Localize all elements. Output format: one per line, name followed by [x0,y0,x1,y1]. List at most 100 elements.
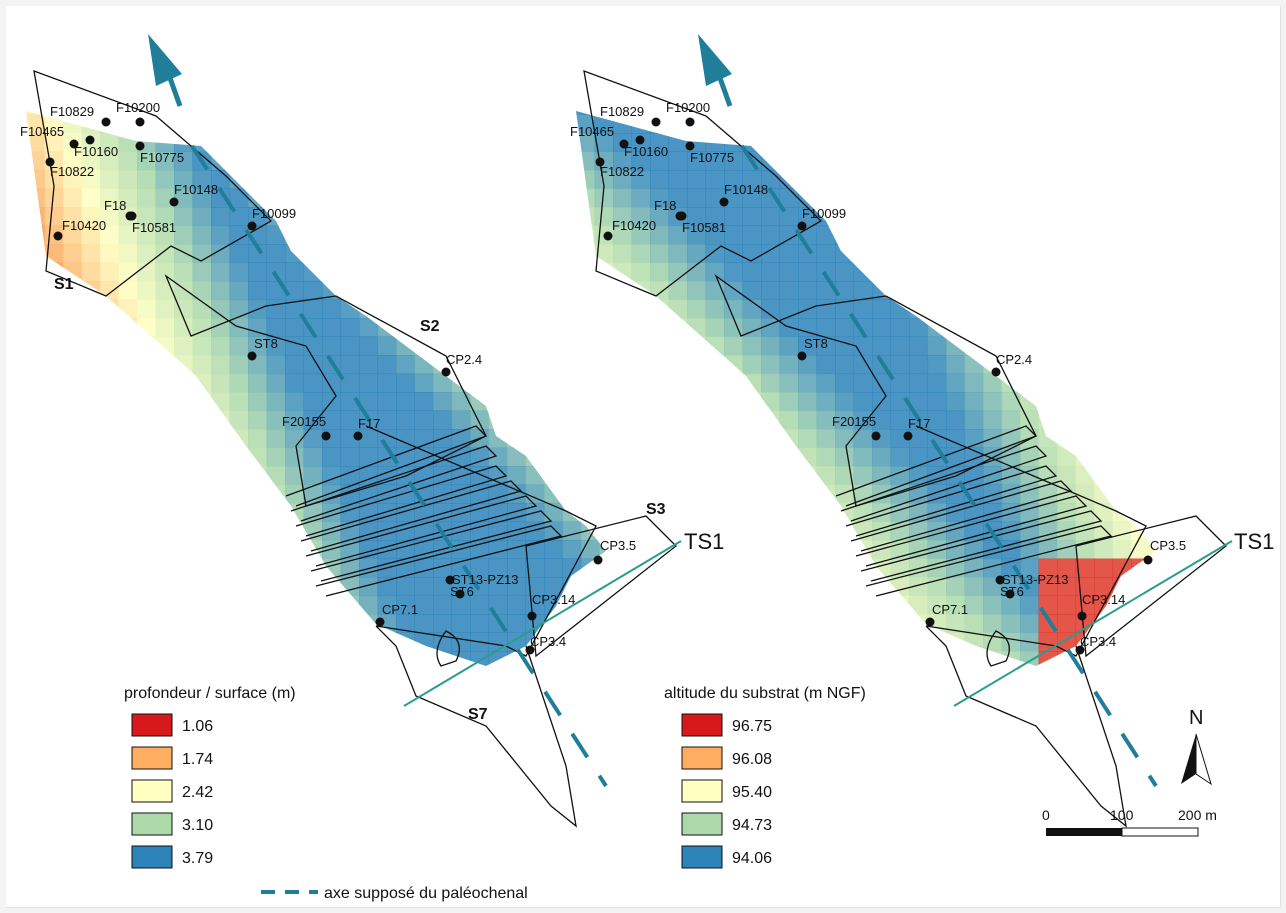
heat-cell [174,170,194,190]
heat-cell [562,558,582,578]
heat-cell [1168,577,1187,596]
heat-cell [853,355,873,375]
heat-cell [835,262,855,282]
heat-cell [118,651,138,666]
heat-cell [1149,392,1156,412]
heat-cell [872,170,892,190]
heat-cell [322,299,342,319]
heat-cell [1112,151,1132,171]
heat-cell [137,170,157,190]
heat-cell [835,133,855,153]
heat-cell [687,577,707,597]
heat-cell [507,577,527,597]
heat-cell [359,133,379,153]
heat-cell [340,614,360,634]
heat-cell [1131,392,1151,412]
heat-cell [44,503,64,523]
survey-point-label: CP3.14 [1082,592,1125,607]
heat-cell [229,447,249,467]
heat-cell [322,651,342,666]
heat-cell [1168,485,1187,504]
heat-cell [155,151,175,171]
heat-cell [1112,336,1132,356]
heat-cell [650,466,670,486]
heat-cell [229,262,249,282]
heat-cell [118,447,138,467]
heat-cell [396,225,416,245]
heat-cell [872,447,892,467]
heat-cell [100,188,120,208]
heat-cell [983,244,1003,264]
heat-cell [1001,244,1021,264]
heat-cell [192,355,212,375]
heat-cell [414,225,434,245]
heat-cell [340,299,360,319]
heat-cell [396,558,416,578]
heat-cell [211,111,231,116]
heat-cell [322,447,342,467]
heat-cell [576,503,596,523]
heat-cell [396,392,416,412]
heat-cell [248,133,268,153]
heat-cell [909,133,929,153]
heat-cell [470,151,490,171]
heat-cell [946,558,966,578]
heat-cell [63,577,83,597]
heat-cell [248,318,268,338]
zone-s2-outline [164,274,487,507]
heat-cell [742,188,762,208]
heat-cell [26,632,46,652]
heat-cell [668,355,688,375]
heat-cell [599,281,606,301]
heat-cell [576,318,596,338]
heat-cell [414,111,434,116]
heat-cell [853,207,873,227]
heat-cell [576,429,596,449]
survey-point-label: F10581 [682,220,726,235]
heat-cell [544,540,564,560]
heat-cell [562,244,582,264]
heat-cell [1168,466,1187,485]
heat-cell [927,392,947,412]
heat-cell [322,614,342,634]
heat-cell [174,429,194,449]
heat-cell [118,114,138,134]
legend-swatch [131,746,173,770]
heat-cell [396,595,416,615]
heat-cell [946,595,966,615]
heat-cell [576,151,596,171]
heat-cell [44,651,64,666]
heat-cell [742,503,762,523]
heat-cell [118,151,138,171]
heat-cell [451,521,471,541]
heat-cell [137,466,157,486]
heat-cell [890,614,910,634]
survey-point-f10148 [719,197,729,207]
heat-cell [983,114,1003,134]
compass-rose: N [1181,707,1212,786]
heat-cell [872,595,892,615]
heat-cell [1112,466,1132,486]
heat-cell [1094,373,1114,393]
heat-cell [705,262,725,282]
heat-cell [761,392,781,412]
heat-cell [451,170,471,190]
heat-cell [853,188,873,208]
heat-cell [927,484,947,504]
heat-cell [433,410,453,430]
heat-cell [1168,633,1187,652]
depth-map-outlines [33,69,677,828]
heat-cell [229,170,249,190]
heat-cell [192,614,212,634]
heat-cell [488,170,508,190]
survey-point-label: F17 [358,416,380,431]
channel-legend-label: axe supposé du paléochenal [324,885,528,902]
heat-cell [100,392,120,412]
heat-cell [631,595,651,615]
heat-cell [742,651,762,666]
heat-cell [724,651,744,666]
heat-cell [118,632,138,652]
heat-cell [872,651,892,666]
heat-cell [618,614,637,633]
heat-cell [340,133,360,153]
